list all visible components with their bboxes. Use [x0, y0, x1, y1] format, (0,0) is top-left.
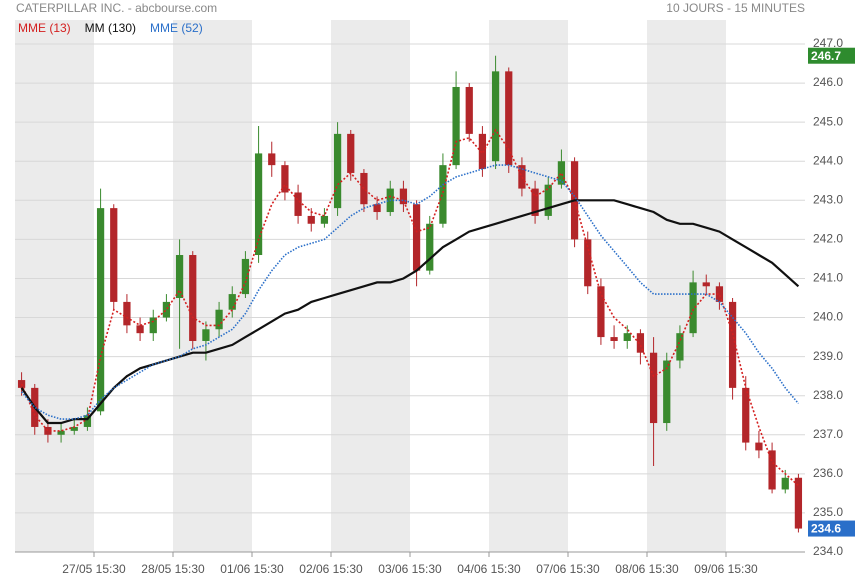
candle-body — [307, 215, 315, 224]
candle-body — [149, 317, 157, 334]
candle-body — [676, 333, 684, 361]
candle-body — [360, 172, 368, 205]
candle-body — [544, 184, 552, 216]
candle-body — [557, 161, 566, 185]
candle-body — [294, 192, 302, 216]
candle-body — [794, 477, 803, 529]
x-tick-label: 28/05 15:30 — [141, 562, 205, 576]
y-tick-label: 239.0 — [813, 349, 843, 363]
candle-body — [728, 301, 737, 388]
candle-body — [584, 239, 592, 287]
candle-body — [44, 426, 52, 435]
chart-subtitle: 10 JOURS - 15 MINUTES — [666, 1, 805, 15]
candle-body — [189, 255, 197, 341]
candle-body — [781, 477, 789, 490]
candle-body — [241, 258, 250, 295]
x-tick-label: 07/06 15:30 — [536, 562, 600, 576]
candle-body — [175, 255, 184, 298]
candle-body — [399, 188, 408, 205]
candle-body — [689, 282, 697, 334]
y-tick-label: 243.0 — [813, 192, 843, 206]
candle-body — [649, 352, 658, 424]
candle-body — [110, 208, 118, 302]
price-marker-label: 246.7 — [811, 49, 841, 63]
x-tick-label: 04/06 15:30 — [457, 562, 521, 576]
candle-body — [702, 282, 710, 287]
x-tick-label: 02/06 15:30 — [299, 562, 363, 576]
x-tick-label: 09/06 15:30 — [694, 562, 758, 576]
day-band — [647, 20, 726, 552]
candle-body — [320, 215, 329, 224]
candle-body — [636, 333, 645, 353]
candle-body — [768, 450, 776, 490]
y-tick-label: 246.0 — [813, 75, 843, 89]
candle-body — [505, 71, 513, 166]
candle-body — [663, 360, 671, 424]
candle-body — [123, 301, 131, 326]
price-marker — [808, 47, 855, 64]
candle-body — [755, 442, 763, 451]
candle-body — [439, 165, 447, 224]
day-band — [489, 20, 568, 552]
candle-body — [452, 86, 460, 166]
candle-body — [347, 133, 355, 173]
y-tick-label: 241.0 — [813, 271, 843, 285]
candle-body — [17, 380, 26, 388]
day-band — [331, 20, 410, 552]
candle-body — [215, 309, 223, 330]
legend-entry: MME (52) — [150, 21, 203, 35]
x-tick-label: 01/06 15:30 — [220, 562, 284, 576]
candle-body — [136, 325, 144, 334]
candle-body — [70, 426, 78, 431]
candle-body — [281, 165, 289, 193]
legend-entry: MME (13) — [18, 21, 71, 35]
candle-body — [333, 133, 342, 209]
candle-body — [465, 86, 473, 134]
candle-body — [518, 165, 526, 189]
y-tick-label: 234.0 — [813, 544, 843, 558]
candle-body — [426, 223, 434, 271]
x-tick-label: 27/05 15:30 — [62, 562, 126, 576]
candle-body — [57, 430, 65, 435]
candle-body — [254, 153, 263, 256]
candle-body — [268, 153, 276, 166]
price-marker-label: 234.6 — [811, 522, 841, 536]
candle-body — [478, 133, 487, 170]
chart-title: CATERPILLAR INC. - abcbourse.com — [16, 1, 217, 15]
ma-line — [20, 199, 800, 425]
y-tick-label: 245.0 — [813, 114, 843, 128]
y-tick-label: 247.0 — [813, 36, 843, 50]
x-tick-label: 08/06 15:30 — [615, 562, 679, 576]
y-tick-label: 244.0 — [813, 153, 843, 167]
y-tick-label: 240.0 — [813, 310, 843, 324]
candle-body — [228, 294, 236, 310]
y-tick-label: 236.0 — [813, 466, 843, 480]
day-band — [173, 20, 252, 552]
candle-body — [96, 208, 105, 412]
candle-body — [623, 333, 631, 341]
candle-body — [742, 387, 750, 443]
candle-body — [491, 71, 500, 162]
legend-entry: MM (130) — [85, 21, 136, 35]
candle-body — [202, 329, 210, 341]
candle-body — [373, 204, 381, 213]
ma-line — [20, 128, 799, 487]
candle-body — [412, 204, 421, 271]
candle-body — [531, 188, 539, 216]
y-tick-label: 237.0 — [813, 427, 843, 441]
day-band — [15, 20, 94, 552]
x-tick-label: 03/06 15:30 — [378, 562, 442, 576]
y-tick-label: 242.0 — [813, 232, 843, 246]
price-marker — [808, 520, 855, 537]
candle-body — [83, 415, 92, 427]
y-tick-label: 238.0 — [813, 388, 843, 402]
candle-body — [162, 301, 171, 318]
y-tick-label: 235.0 — [813, 505, 843, 519]
candle-body — [715, 286, 724, 302]
candle-body — [597, 286, 605, 338]
candle-body — [610, 337, 618, 341]
